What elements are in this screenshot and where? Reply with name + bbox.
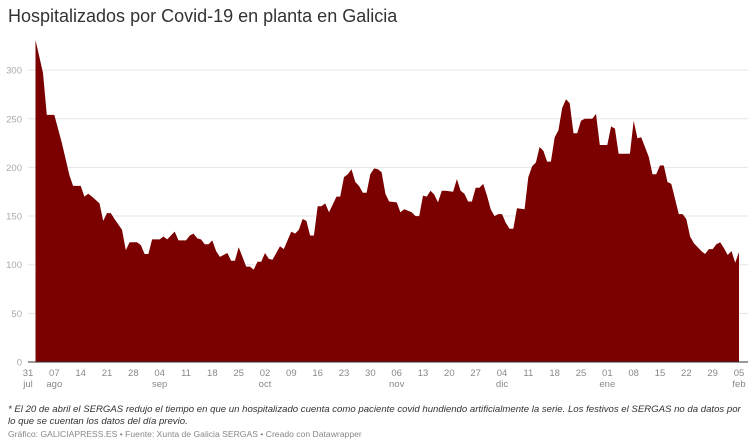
x-tick-label: 11 — [181, 368, 191, 379]
chart-footnote: * El 20 de abril el SERGAS redujo el tie… — [8, 404, 741, 427]
x-tick-label: 05 — [734, 368, 745, 379]
x-tick-label: 25 — [233, 368, 244, 379]
x-tick-label: 20 — [444, 368, 455, 379]
chart-credit: Gráfico: GALICIAPRESS.ES • Fuente: Xunta… — [8, 429, 362, 439]
x-tick-label: 22 — [681, 368, 692, 379]
x-tick-label: 09 — [286, 368, 297, 379]
y-tick-label: 250 — [6, 114, 22, 125]
x-tick-label: 25 — [576, 368, 587, 379]
x-tick-month-label: jul — [22, 379, 33, 390]
x-tick-label: 18 — [549, 368, 560, 379]
x-tick-label: 02 — [260, 368, 271, 379]
x-tick-month-label: nov — [389, 379, 405, 390]
x-tick-label: 27 — [470, 368, 481, 379]
x-tick-label: 29 — [707, 368, 718, 379]
x-tick-month-label: feb — [732, 379, 745, 390]
y-tick-label: 50 — [11, 309, 22, 320]
x-tick-label: 13 — [418, 368, 429, 379]
x-tick-label: 15 — [655, 368, 666, 379]
y-tick-label: 0 — [17, 358, 22, 369]
y-axis-ticks: 0 50 100 150 200 250 300 — [6, 66, 22, 369]
x-tick-month-label: ago — [46, 379, 62, 390]
x-tick-label: 04 — [154, 368, 165, 379]
x-tick-label: 31 — [23, 368, 34, 379]
chart-title: Hospitalizados por Covid-19 en planta en… — [8, 6, 398, 26]
x-tick-month-label: sep — [152, 379, 167, 390]
x-tick-label: 18 — [207, 368, 218, 379]
y-tick-label: 150 — [6, 212, 22, 223]
x-tick-label: 08 — [628, 368, 639, 379]
x-tick-label: 06 — [391, 368, 402, 379]
x-tick-label: 23 — [339, 368, 350, 379]
x-tick-month-label: ene — [599, 379, 615, 390]
x-tick-month-label: dic — [496, 379, 508, 390]
x-tick-label: 01 — [602, 368, 613, 379]
x-tick-label: 04 — [497, 368, 508, 379]
x-tick-label: 28 — [128, 368, 139, 379]
x-tick-label: 14 — [75, 368, 86, 379]
y-tick-label: 200 — [6, 163, 22, 174]
x-tick-label: 16 — [312, 368, 323, 379]
x-tick-label: 07 — [49, 368, 60, 379]
y-tick-label: 100 — [6, 260, 22, 271]
x-tick-label: 21 — [102, 368, 113, 379]
x-tick-month-label: oct — [259, 379, 272, 390]
x-tick-label: 11 — [523, 368, 533, 379]
y-tick-label: 300 — [6, 66, 22, 77]
hospitalized-area — [35, 39, 739, 363]
x-tick-label: 30 — [365, 368, 376, 379]
